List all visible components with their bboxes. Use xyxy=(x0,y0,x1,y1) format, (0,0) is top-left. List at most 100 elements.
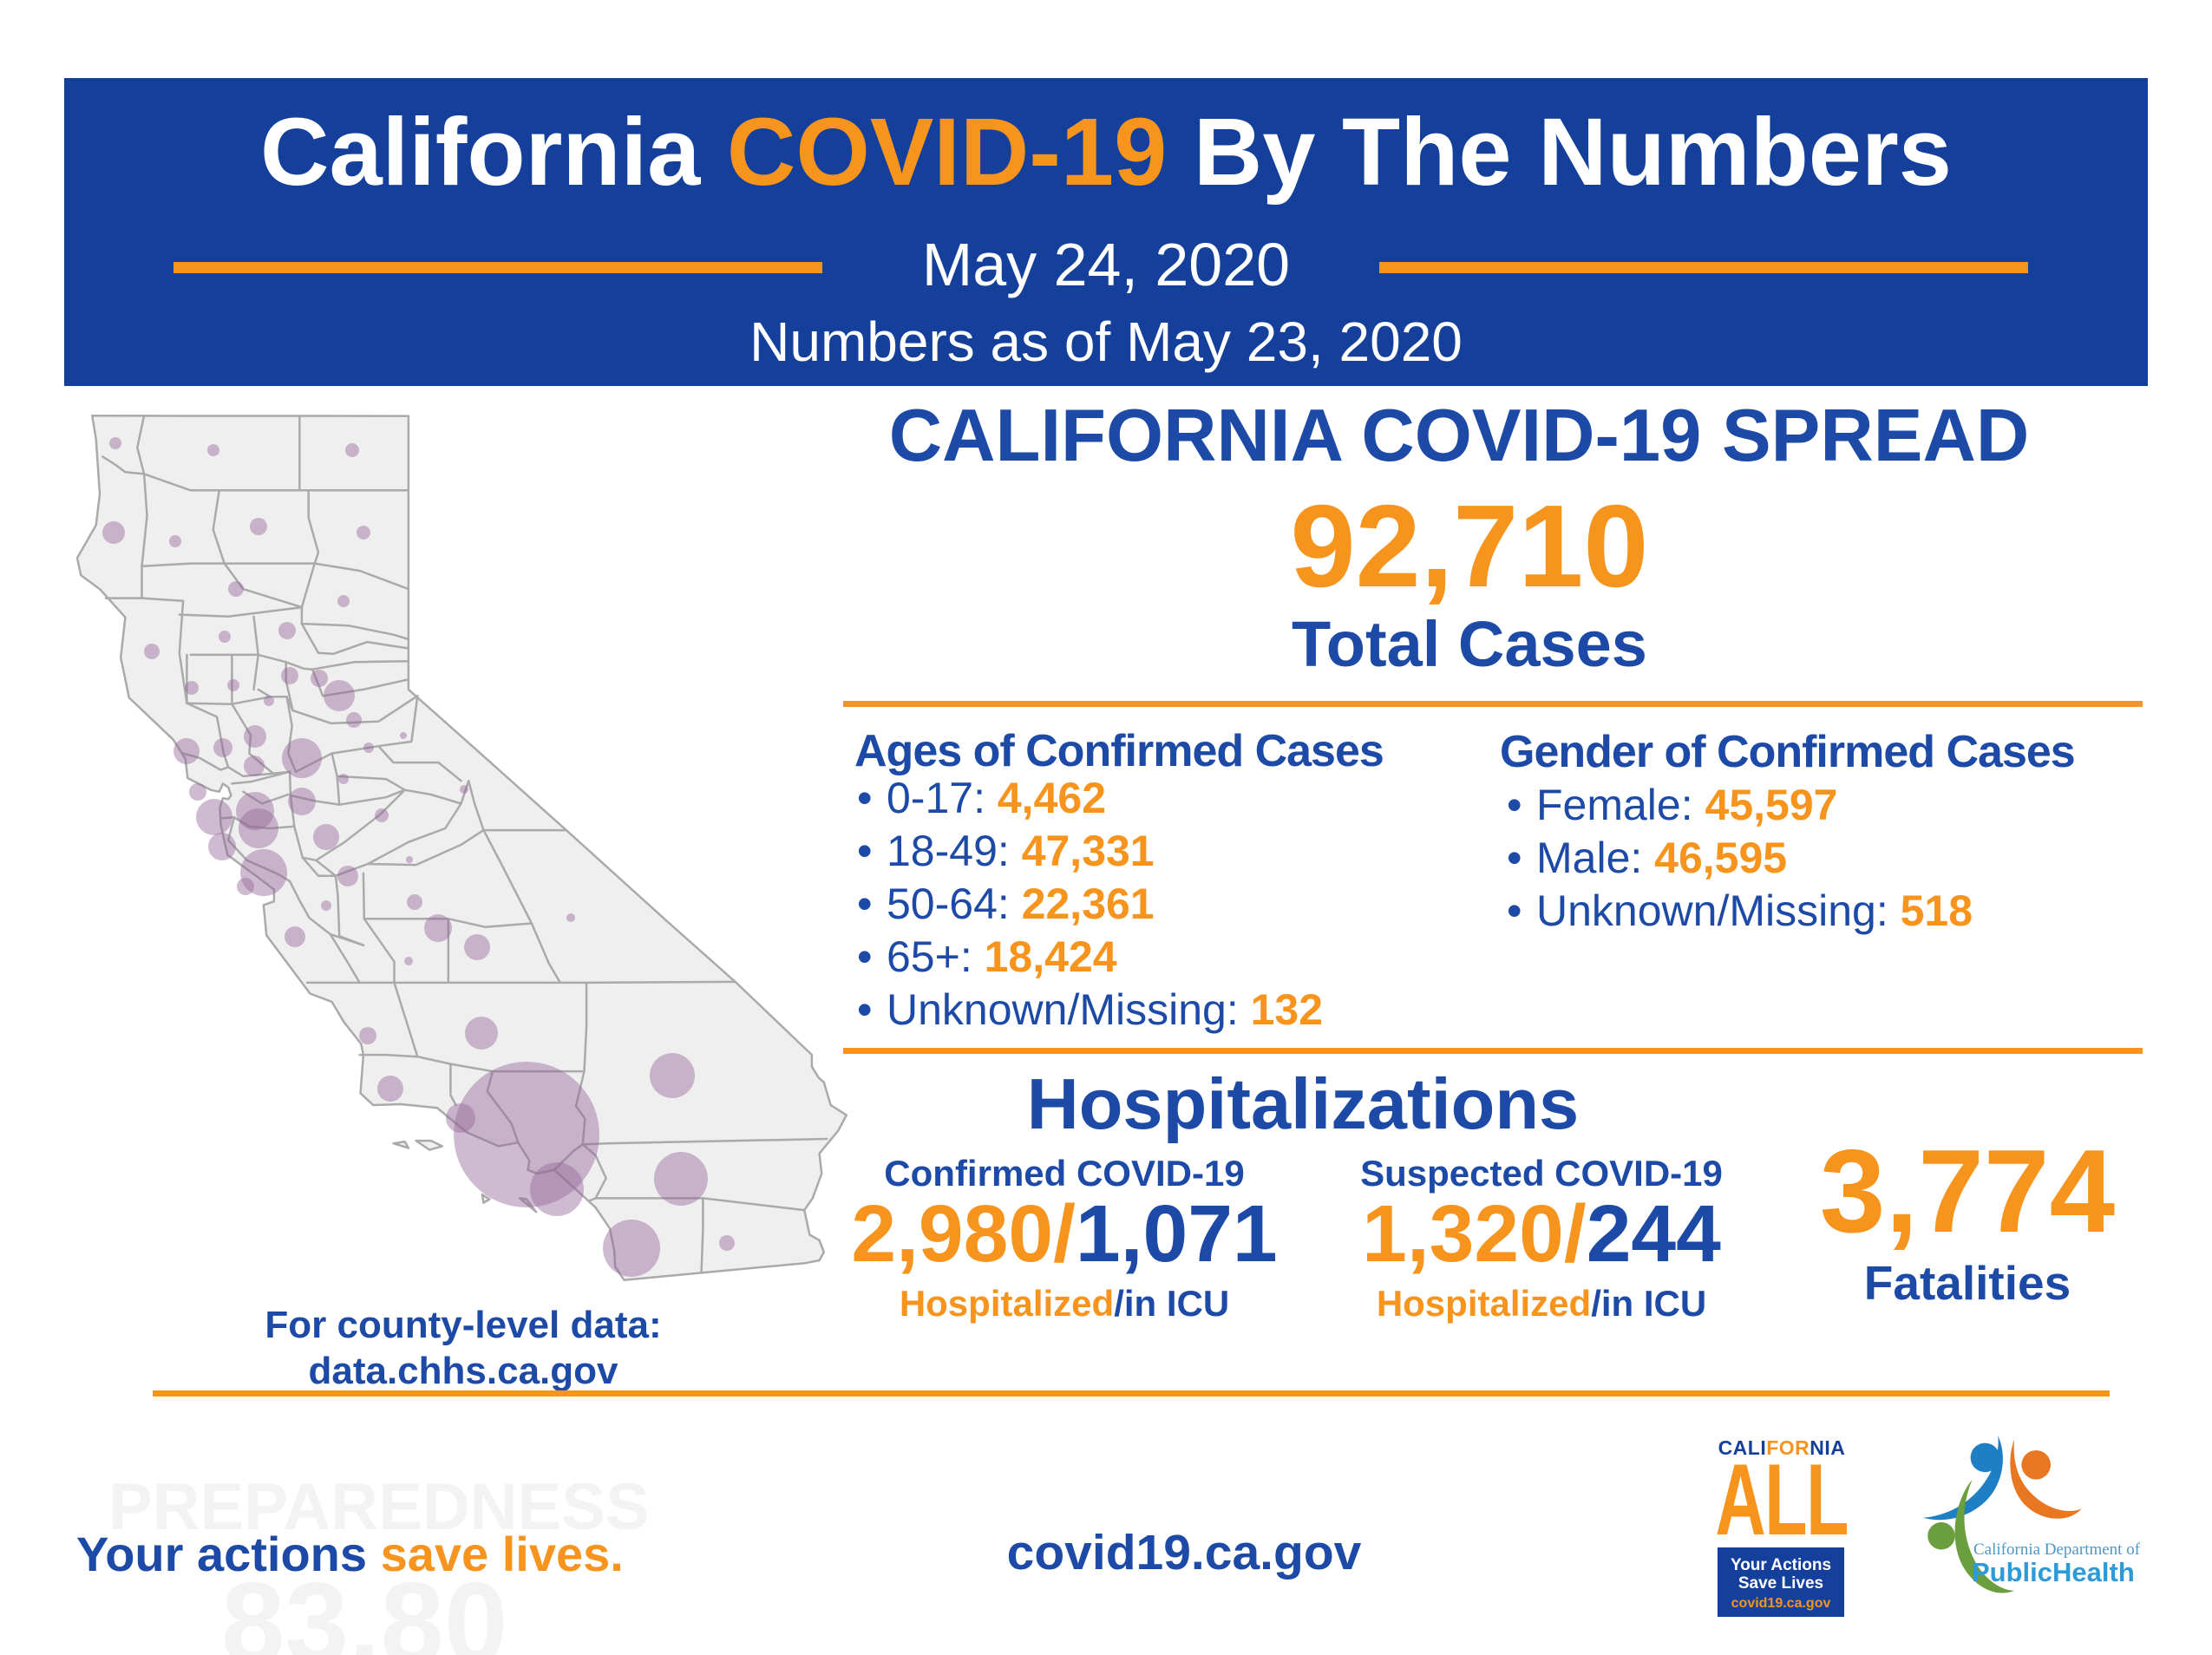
county-bubble xyxy=(311,670,328,687)
title-california: California xyxy=(260,99,701,206)
california-all-ALL: ALL xyxy=(1715,1442,1849,1556)
channel-island xyxy=(518,1197,538,1213)
fatalities-label: Fatalities xyxy=(1863,1256,2071,1310)
caall-box-line1: Your Actions xyxy=(1730,1556,1832,1575)
caall-nia: NIA xyxy=(1810,1436,1846,1459)
county-bubble xyxy=(278,622,296,639)
hospitalizations-heading: Hospitalizations xyxy=(1026,1063,1580,1144)
confirmed-caption: Hospitalized/in ICU xyxy=(761,1285,1368,1322)
confirmed-values: 2,980/1,071 xyxy=(761,1194,1368,1274)
county-bubble xyxy=(404,957,413,965)
case-bubbles xyxy=(102,437,735,1277)
bullet-dot: • xyxy=(857,827,873,875)
bullet-dot: • xyxy=(1507,781,1522,829)
county-bubble xyxy=(185,681,199,695)
watermark-preparedness: PREPAREDNESS xyxy=(108,1470,650,1544)
map-note-line1: For county-level data: xyxy=(265,1304,662,1346)
gender-heading: Gender of Confirmed Cases xyxy=(1500,727,2076,777)
date-rule-left xyxy=(173,262,822,273)
county-bubble xyxy=(173,738,200,764)
banner-date: May 24, 2020 xyxy=(921,231,1291,298)
banner: California COVID-19 By The Numbers May 2… xyxy=(64,78,2148,386)
county-bubble xyxy=(239,808,278,848)
ages-list-item: • 50-64: 22,361 xyxy=(857,878,1323,931)
cdph-name-line2: PublicHealth xyxy=(1972,1557,2135,1587)
divider-bottom xyxy=(153,1390,2110,1397)
confirmed-separator: / xyxy=(1053,1188,1076,1279)
gender-list-item: • Female: 45,597 xyxy=(1507,779,1973,832)
bullet-dot: • xyxy=(857,774,873,822)
gender-label: Female: xyxy=(1536,781,1693,829)
county-bubble xyxy=(460,785,468,794)
ages-list-item: • 0-17: 4,462 xyxy=(857,772,1323,825)
county-bubble xyxy=(236,792,274,830)
caall-box-url: covid19.ca.gov xyxy=(1731,1596,1831,1612)
confirmed-title: Confirmed COVID-19 xyxy=(884,1153,1245,1194)
suspected-title: Suspected COVID-19 xyxy=(1360,1153,1723,1194)
tagline-save-lives: save lives. xyxy=(367,1527,624,1581)
ages-list-item: • 65+: 18,424 xyxy=(857,931,1323,984)
gender-list: • Female: 45,597 • Male: 46,595 • Unknown/Mis… xyxy=(1507,779,1973,938)
county-bubble xyxy=(337,866,358,886)
page-title: California COVID-19 By The Numbers xyxy=(64,97,2148,207)
divider-middle xyxy=(843,1048,2143,1054)
bullet-dot: • xyxy=(857,985,873,1034)
county-bubble xyxy=(144,644,160,659)
county-bubble xyxy=(357,526,370,540)
age-range-label: 65+: xyxy=(887,932,972,981)
california-outline xyxy=(75,414,848,1281)
spread-heading: CALIFORNIA COVID-19 SPREAD xyxy=(888,395,2030,477)
age-range-value: 132 xyxy=(1250,985,1324,1034)
map-note: For county-level data: data.chhs.ca.gov xyxy=(186,1302,741,1394)
suspected-values: 1,320/244 xyxy=(1238,1194,1845,1274)
title-covid19: COVID-19 xyxy=(726,99,1168,206)
ages-list: • 0-17: 4,462 • 18-49: 47,331 • 50-64: 22,361… xyxy=(857,772,1323,1037)
county-bubble xyxy=(346,712,362,728)
county-bubble xyxy=(208,833,236,860)
county-bubble xyxy=(313,824,339,850)
county-bubble xyxy=(338,774,349,784)
caall-for: FOR xyxy=(1766,1436,1810,1459)
age-range-value: 18,424 xyxy=(984,932,1117,981)
cdph-figures-icon xyxy=(1923,1436,2082,1593)
fatalities-value: 3,774 xyxy=(1819,1125,2116,1257)
county-borders xyxy=(75,414,848,1281)
date-rule-right xyxy=(1379,262,2028,273)
total-cases-label: Total Cases xyxy=(1292,608,1647,680)
county-bubble xyxy=(603,1220,660,1277)
county-bubble xyxy=(530,1162,584,1216)
county-bubble xyxy=(282,738,322,778)
county-bubble xyxy=(359,1027,376,1044)
county-bubble xyxy=(207,444,219,456)
age-range-value: 47,331 xyxy=(1021,827,1155,875)
county-bubble xyxy=(465,1017,498,1050)
county-bubble xyxy=(169,535,181,547)
county-bubble xyxy=(454,1062,599,1207)
caall-cali: CALI xyxy=(1718,1436,1767,1459)
county-bubble xyxy=(109,437,121,449)
county-bubble xyxy=(250,518,267,535)
banner-asof: Numbers as of May 23, 2020 xyxy=(749,311,1463,373)
ages-list-item: • 18-49: 47,331 xyxy=(857,825,1323,878)
county-bubble xyxy=(102,521,125,544)
california-all-ALL-wrap: ALL xyxy=(1715,1442,1849,1556)
cdph-name-line1: California Department of xyxy=(1973,1541,2141,1559)
county-bubble xyxy=(281,667,298,684)
county-bubble xyxy=(237,878,254,895)
age-range-label: 50-64: xyxy=(887,880,1010,928)
county-bubble xyxy=(719,1235,735,1251)
county-bubble xyxy=(321,900,331,911)
caall-box-line2: Save Lives xyxy=(1738,1574,1824,1593)
county-bubble xyxy=(288,788,316,815)
total-cases-value: 92,710 xyxy=(1290,481,1649,612)
age-range-value: 4,462 xyxy=(997,774,1106,822)
channel-island xyxy=(392,1140,410,1149)
county-bubble xyxy=(446,1103,475,1133)
suspected-separator: / xyxy=(1563,1188,1587,1279)
county-bubble xyxy=(240,849,287,896)
suspected-caption: Hospitalized/in ICU xyxy=(1238,1285,1845,1322)
age-range-label: Unknown/Missing: xyxy=(887,985,1239,1034)
county-bubble xyxy=(400,732,407,739)
age-range-value: 22,361 xyxy=(1021,880,1155,928)
